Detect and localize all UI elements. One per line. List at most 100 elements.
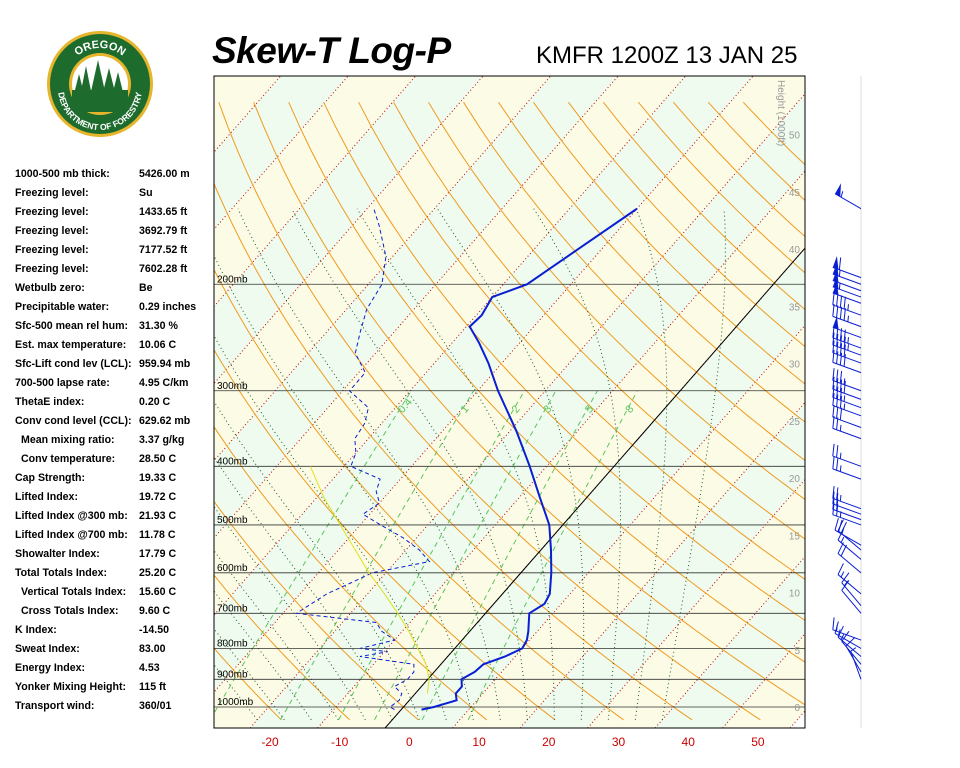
index-value: 19.72 C (139, 491, 177, 503)
pressure-label: 900mb (217, 669, 248, 680)
index-label: Conv cond level (CCL): (15, 415, 132, 427)
height-tick-label: 10 (789, 589, 801, 600)
wind-barb (832, 350, 862, 374)
index-label: Showalter Index: (15, 548, 100, 560)
index-value: 83.00 (139, 643, 166, 655)
index-value: 3.37 g/kg (139, 434, 185, 446)
index-value: -14.50 (139, 624, 170, 636)
mixing-ratio-line (338, 390, 525, 721)
index-label: Total Totals Index: (15, 567, 108, 579)
wind-barb (832, 376, 862, 400)
wind-barb (837, 563, 862, 595)
temperature-tick-label: 30 (612, 735, 626, 749)
index-value: 115 ft (139, 681, 167, 693)
plot-area: 0.4 1 2 3 5 8 (214, 76, 805, 728)
dry-adiabat (428, 101, 805, 501)
index-value: 19.33 C (139, 472, 177, 484)
index-label: Wetbulb zero: (15, 282, 85, 294)
index-value: 4.95 C/km (139, 377, 189, 389)
wind-barb (834, 621, 862, 649)
temperature-tick-label: 10 (472, 735, 486, 749)
temperature-tick-label: -20 (261, 735, 279, 749)
wind-barb (837, 542, 862, 574)
isotherm-line (654, 555, 805, 728)
pressure-label: 600mb (217, 563, 248, 574)
isotherm-line (452, 324, 805, 728)
oregon-forestry-logo: OREGON DEPARTMENT OF FORESTRY (47, 31, 153, 137)
index-label: ThetaE index: (15, 396, 85, 408)
wind-barb (832, 416, 862, 440)
wind-barb (832, 502, 862, 526)
index-value: 15.60 C (139, 586, 177, 598)
index-value: 25.20 C (139, 567, 177, 579)
index-value: 4.53 (139, 662, 160, 674)
pressure-label: 800mb (217, 638, 248, 649)
isotherm-band (722, 633, 805, 728)
index-label: Yonker Mixing Height: (15, 681, 127, 693)
temperature-tick-label: -10 (331, 735, 349, 749)
pressure-label: 300mb (217, 381, 248, 392)
height-axis-label: Height (1000ft) (775, 80, 786, 146)
height-tick-label: 40 (789, 245, 801, 256)
dry-adiabat (532, 101, 805, 385)
isotherm-line (317, 170, 805, 728)
plot-frame (213, 75, 806, 729)
temperature-tick-label: 20 (542, 735, 556, 749)
index-label: Vertical Totals Index: (21, 586, 127, 598)
chart-title: Skew-T Log-P (212, 30, 451, 71)
index-label: Freezing level: (15, 225, 89, 237)
index-value: 10.06 C (139, 339, 177, 351)
zero-isotherm (384, 247, 805, 728)
index-value: 0.29 inches (139, 301, 197, 313)
index-label: Freezing level: (15, 206, 89, 218)
index-value: 11.78 C (139, 529, 176, 541)
pressure-label: 200mb (217, 274, 248, 285)
index-value: 629.62 mb (139, 415, 191, 427)
index-label: Sweat Index: (15, 643, 80, 655)
pressure-label: 700mb (217, 603, 248, 614)
dry-adiabat (288, 101, 805, 663)
dry-adiabat (214, 425, 487, 721)
index-value: 7177.52 ft (139, 244, 188, 256)
isotherm-line (214, 76, 417, 308)
temperature-tick-label: 0 (406, 735, 413, 749)
svg-text:OREGON: OREGON (72, 39, 127, 59)
wind-barb (834, 183, 862, 210)
dry-adiabat (214, 268, 624, 721)
temperature-profile (421, 207, 638, 711)
dry-adiabat (323, 101, 805, 621)
index-label: Precipitable water: (15, 301, 110, 313)
dry-adiabat (214, 182, 693, 721)
isotherm-line (214, 76, 552, 462)
dry-adiabat (393, 101, 805, 540)
pressure-label: 400mb (217, 456, 248, 467)
index-value: 7602.28 ft (139, 263, 188, 275)
index-value: Su (139, 187, 153, 199)
wind-barb (832, 304, 862, 328)
isotherm-band (214, 76, 805, 728)
dry-adiabat (218, 102, 761, 721)
temperature-tick-label: 50 (751, 735, 765, 749)
mixing-ratio-line (467, 390, 638, 721)
index-label: Cap Strength: (15, 472, 86, 484)
index-label: Mean mixing ratio: (21, 434, 115, 446)
index-value: 9.60 C (139, 605, 171, 617)
pressure-label: 500mb (217, 515, 248, 526)
dewpoint-profile (295, 208, 431, 711)
dry-adiabat (214, 647, 282, 721)
isotherm-line (587, 478, 805, 728)
index-value: 5426.00 m (139, 168, 190, 180)
index-label: Sfc-Lift cond lev (LCL): (15, 358, 132, 370)
index-label: Energy Index: (15, 662, 86, 674)
isotherm-line (214, 76, 687, 616)
index-value: 3692.79 ft (139, 225, 188, 237)
height-tick-label: 50 (789, 131, 801, 142)
height-tick-label: 20 (789, 474, 801, 485)
height-tick-label: 5 (794, 646, 800, 657)
index-label: Lifted Index @700 mb: (15, 529, 128, 541)
pressure-label: 1000mb (217, 697, 254, 708)
height-tick-label: 35 (789, 302, 801, 313)
mixing-ratio-line (280, 390, 475, 721)
index-label: 700-500 lapse rate: (15, 377, 110, 389)
index-label: Cross Totals Index: (21, 605, 119, 617)
